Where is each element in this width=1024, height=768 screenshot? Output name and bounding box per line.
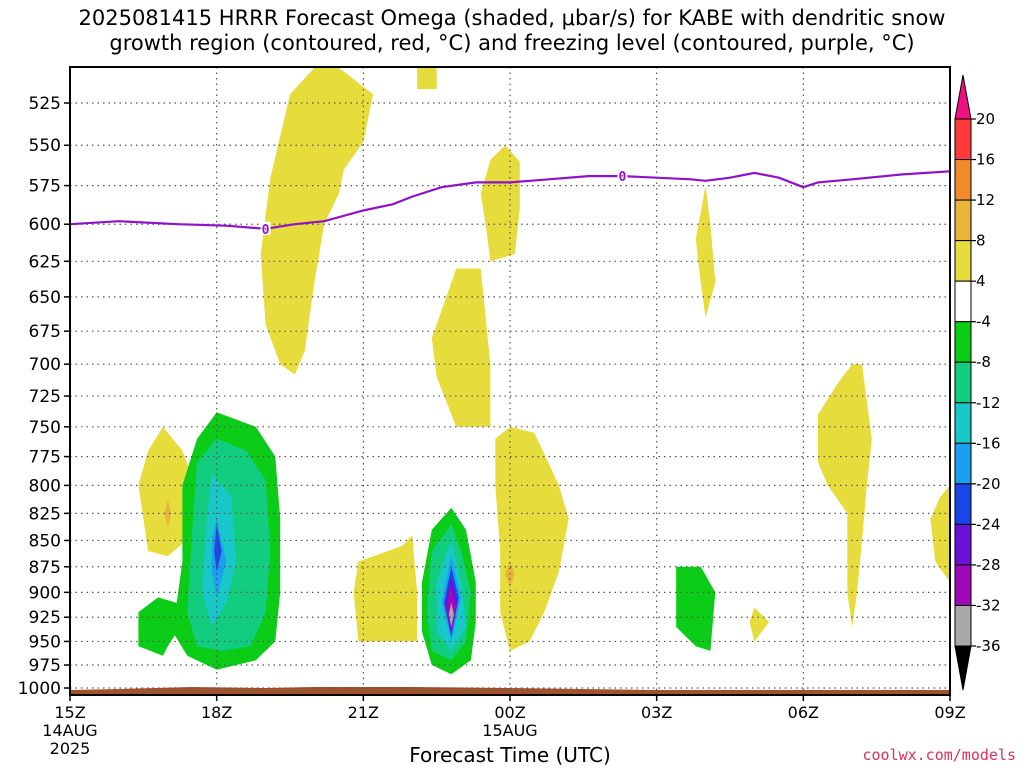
y-tick-label: 625 bbox=[29, 252, 61, 272]
y-tick-label: 875 bbox=[29, 558, 61, 578]
colorbar-box bbox=[954, 361, 972, 404]
colorbar-label: 8 bbox=[976, 232, 986, 250]
y-tick-label: 750 bbox=[29, 418, 61, 438]
colorbar-box bbox=[954, 118, 972, 161]
x-tick-label: 03Z bbox=[641, 703, 672, 722]
ground-fill bbox=[70, 687, 950, 695]
y-tick-label: 950 bbox=[29, 632, 61, 652]
colorbar-label: -8 bbox=[976, 353, 991, 371]
y-tick-label: 975 bbox=[29, 656, 61, 676]
y-tick-label: 900 bbox=[29, 583, 61, 603]
x-tick-year: 2025 bbox=[50, 739, 91, 758]
omega-area-12 bbox=[138, 597, 193, 656]
x-tick-label: 18Z bbox=[201, 703, 232, 722]
y-tick-label: 725 bbox=[29, 387, 61, 407]
ground-terrain bbox=[70, 687, 950, 695]
omega-area-25 bbox=[448, 602, 454, 627]
colorbar-label: 4 bbox=[976, 272, 986, 290]
colorbar-label: 12 bbox=[976, 191, 995, 209]
colorbar-label: -4 bbox=[976, 313, 991, 331]
y-tick-label: 525 bbox=[29, 94, 61, 114]
colorbar-box bbox=[954, 442, 972, 485]
colorbar-label: 16 bbox=[976, 151, 995, 169]
omega-area-1 bbox=[417, 67, 437, 90]
y-tick-label: 550 bbox=[29, 136, 61, 156]
colorbar-box bbox=[954, 240, 972, 282]
freezing-level-label: 0 bbox=[262, 223, 270, 238]
freezing-level-contour: 00 bbox=[70, 169, 950, 238]
omega-area-3 bbox=[431, 268, 491, 427]
colorbar-label: 20 bbox=[976, 110, 995, 128]
colorbar-box bbox=[954, 402, 972, 444]
colorbar-box bbox=[954, 483, 972, 525]
x-axis-label: Forecast Time (UTC) bbox=[409, 743, 611, 767]
colorbar-top-arrow bbox=[954, 74, 972, 120]
x-tick-label: 06Z bbox=[788, 703, 819, 722]
y-tick-label: 800 bbox=[29, 476, 61, 496]
omega-area-9 bbox=[353, 535, 418, 642]
colorbar-box bbox=[954, 564, 972, 606]
freezing-label-bg bbox=[260, 221, 271, 235]
colorbar-box bbox=[954, 280, 972, 323]
colorbar-label: -28 bbox=[976, 556, 1001, 574]
omega-area-21 bbox=[214, 524, 222, 572]
colorbar-bottom-arrow bbox=[954, 645, 972, 691]
x-tick-label: 21Z bbox=[348, 703, 379, 722]
y-tick-label: 600 bbox=[29, 215, 61, 235]
omega-area-26 bbox=[164, 500, 172, 528]
omega-area-4 bbox=[695, 185, 716, 318]
chart-title-line1: 2025081415 HRRR Forecast Omega (shaded, … bbox=[78, 6, 946, 30]
freezing-level-line bbox=[70, 170, 950, 230]
x-tick-date: 15AUG bbox=[482, 721, 537, 740]
y-tick-label: 850 bbox=[29, 531, 61, 551]
colorbar-label: -20 bbox=[976, 475, 1001, 493]
colorbar-box bbox=[954, 523, 972, 566]
omega-area-5 bbox=[818, 364, 872, 627]
omega-area-14 bbox=[676, 566, 716, 651]
colorbar-label: -16 bbox=[976, 434, 1001, 452]
colorbar: 20 16 12 8 4 -4 -8 -12 -16 -20 -24 -28 -32 -36 bbox=[954, 74, 1001, 691]
y-tick-label: 1000 bbox=[18, 679, 61, 699]
y-tick-label: 925 bbox=[29, 608, 61, 628]
chart-title: 2025081415 HRRR Forecast Omega (shaded, … bbox=[0, 6, 1024, 56]
x-tick-date: 14AUG bbox=[42, 721, 97, 740]
y-tick-label: 825 bbox=[29, 504, 61, 524]
freezing-level-label: 0 bbox=[619, 170, 627, 185]
colorbar-label: -32 bbox=[976, 596, 1001, 614]
x-tick-label: 15Z bbox=[54, 703, 85, 722]
omega-area-10 bbox=[749, 607, 770, 642]
y-tick-label: 675 bbox=[29, 322, 61, 342]
y-axis: 525 550 575 600 625 650 675 700 725 750 775 800 825 8… bbox=[18, 94, 70, 699]
colorbar-box bbox=[954, 604, 972, 647]
colorbar-label: -24 bbox=[976, 515, 1001, 533]
colorbar-label: -36 bbox=[976, 637, 1001, 655]
x-tick-label: 00Z bbox=[494, 703, 525, 722]
omega-area-6 bbox=[930, 485, 950, 583]
credit-text: coolwx.com/models bbox=[862, 746, 1016, 764]
x-tick-label: 09Z bbox=[934, 703, 965, 722]
y-tick-label: 700 bbox=[29, 355, 61, 375]
grid-lines bbox=[70, 67, 950, 695]
colorbar-box bbox=[954, 159, 972, 201]
omega-area-8 bbox=[495, 426, 569, 651]
colorbar-box bbox=[954, 199, 972, 242]
colorbar-box bbox=[954, 321, 972, 363]
freezing-label-bg bbox=[617, 169, 628, 183]
y-tick-label: 575 bbox=[29, 177, 61, 197]
chart-title-line2: growth region (contoured, red, °C) and f… bbox=[109, 31, 915, 55]
colorbar-label: -12 bbox=[976, 394, 1001, 412]
y-tick-label: 650 bbox=[29, 288, 61, 308]
y-tick-label: 775 bbox=[29, 448, 61, 468]
omega-shading bbox=[138, 67, 950, 675]
